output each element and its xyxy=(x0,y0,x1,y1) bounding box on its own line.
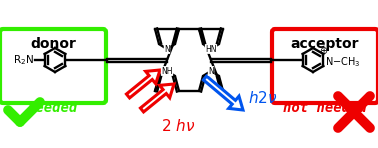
Text: NH: NH xyxy=(161,66,173,75)
Text: $h2\nu$: $h2\nu$ xyxy=(248,90,278,106)
Text: $\oplus$: $\oplus$ xyxy=(319,45,328,56)
Polygon shape xyxy=(203,76,243,110)
FancyBboxPatch shape xyxy=(0,29,106,103)
FancyBboxPatch shape xyxy=(272,29,378,103)
Text: acceptor: acceptor xyxy=(291,37,359,51)
Text: donor: donor xyxy=(30,37,76,51)
Text: $\mathrm{N{-}CH_3}$: $\mathrm{N{-}CH_3}$ xyxy=(325,55,361,69)
Text: needed: needed xyxy=(28,101,78,115)
Text: HN: HN xyxy=(205,45,217,53)
Polygon shape xyxy=(140,84,174,112)
Text: N: N xyxy=(208,66,214,75)
Text: $2\ h\nu$: $2\ h\nu$ xyxy=(161,118,195,134)
Text: not needed: not needed xyxy=(283,101,367,115)
Polygon shape xyxy=(126,70,160,98)
Text: N: N xyxy=(164,45,170,53)
Text: $\mathrm{R_2N}$: $\mathrm{R_2N}$ xyxy=(13,53,34,67)
